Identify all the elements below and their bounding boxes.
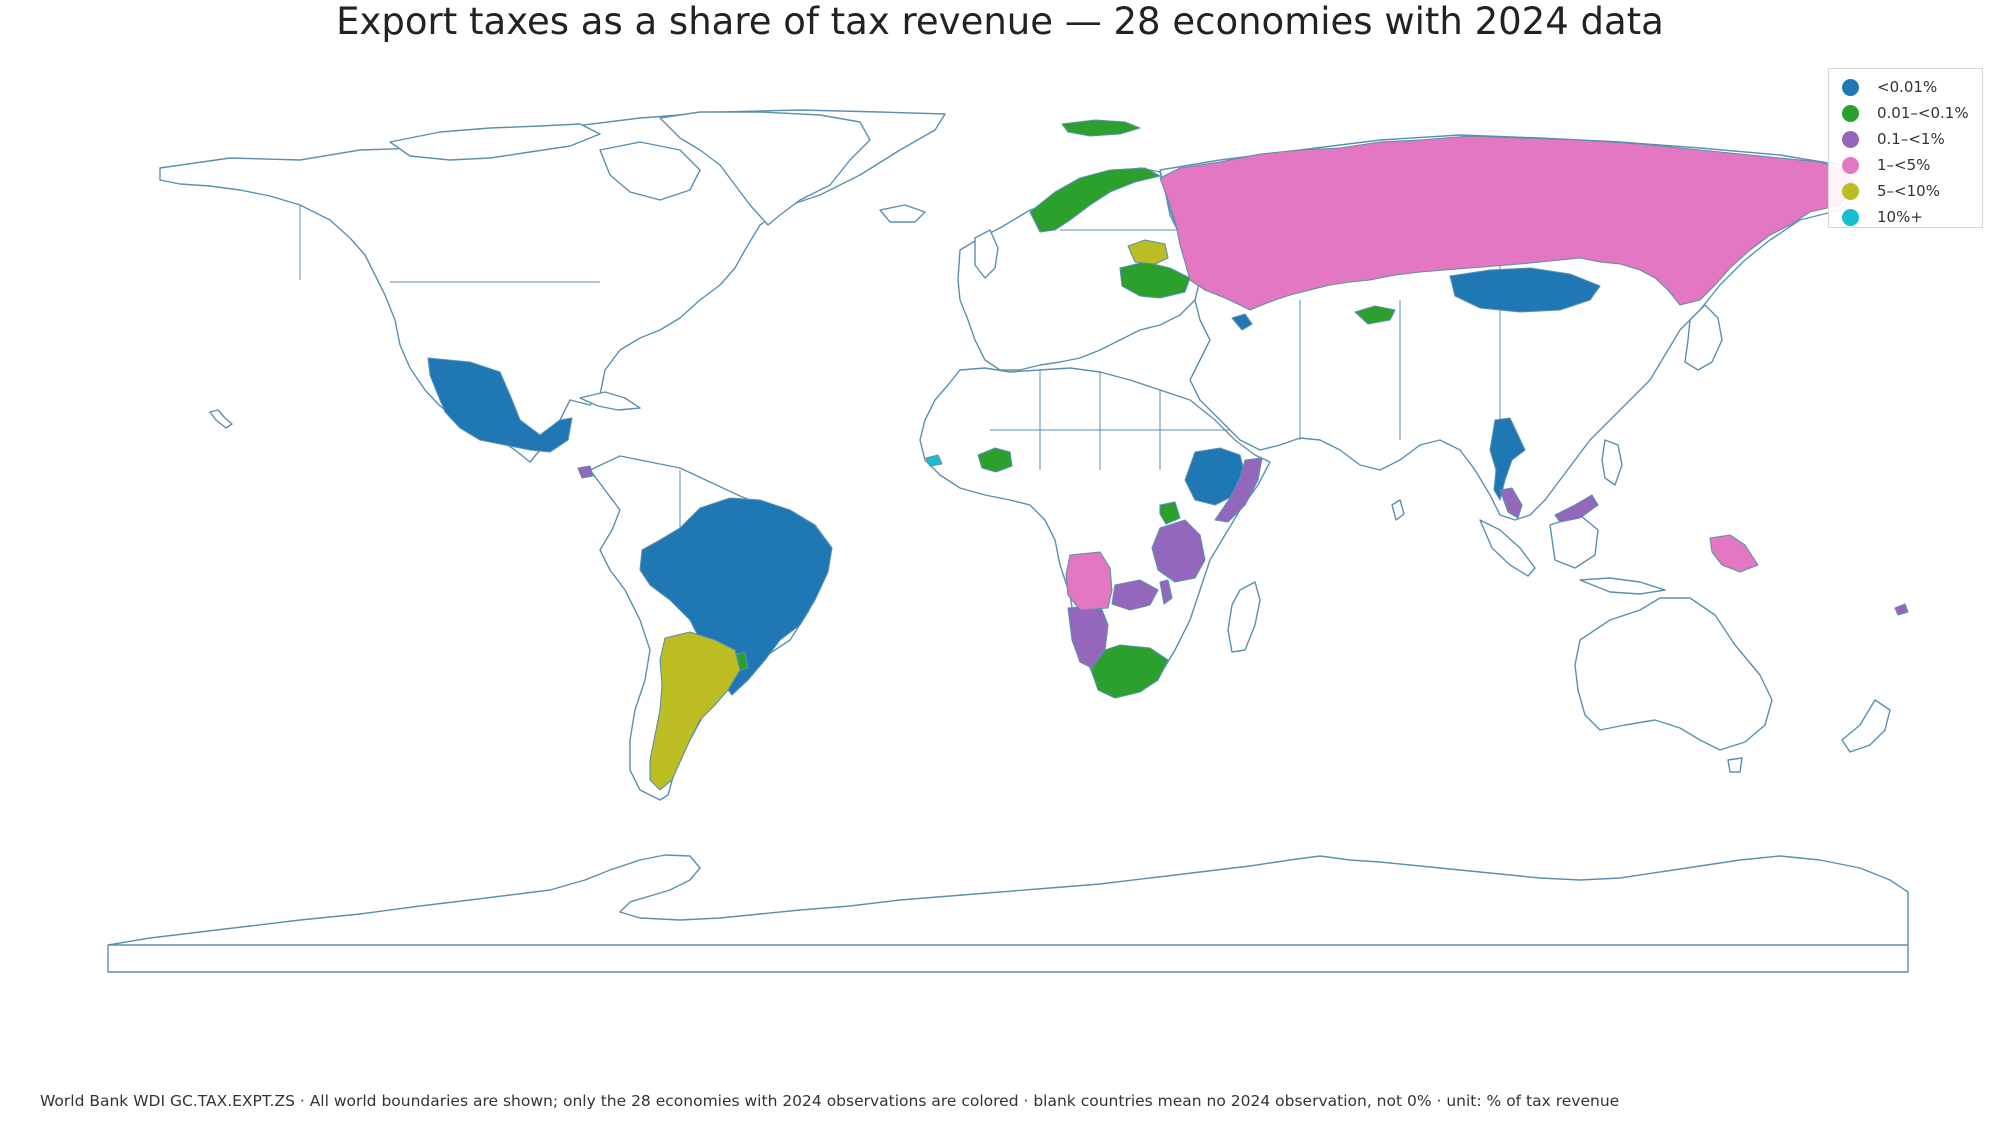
argentina-region: [649, 631, 741, 791]
philippines-outline: [1601, 439, 1623, 486]
nicaragua-region: [577, 465, 594, 479]
legend-swatch: [1842, 78, 1859, 96]
south-africa-region: [1089, 644, 1169, 699]
legend-swatch: [1842, 182, 1859, 200]
legend-label: <0.01%: [1877, 78, 1938, 96]
zambia-region: [1111, 579, 1159, 611]
legend-swatch: [1842, 104, 1859, 122]
legend-label: 10%+: [1877, 208, 1923, 226]
legend-item: 5–<10%: [1837, 178, 1974, 204]
brazil-region: [639, 497, 833, 696]
cuba-outline: [579, 391, 641, 411]
hawaii-outline: [209, 409, 233, 429]
senegal-region: [925, 454, 943, 467]
malaysia-region: [1499, 487, 1599, 523]
legend: <0.01% 0.01–<0.1% 0.1–<1% 1–<5% 5–<10% 1…: [1828, 68, 1983, 228]
tasmania-outline: [1727, 757, 1743, 773]
legend-label: 1–<5%: [1877, 156, 1931, 174]
legend-label: 0.01–<0.1%: [1877, 104, 1969, 122]
legend-item: 0.1–<1%: [1837, 126, 1974, 152]
burkina-faso-region: [977, 447, 1013, 473]
tanzania-region: [1151, 519, 1206, 583]
greenland-outline: [659, 111, 871, 226]
angola-region: [1065, 551, 1113, 611]
thailand-region: [1489, 417, 1526, 501]
japan-outline: [1684, 304, 1723, 371]
iceland-outline: [879, 204, 926, 223]
legend-swatch: [1842, 208, 1859, 226]
antarctica-outline: [107, 854, 1909, 946]
legend-item: 10%+: [1837, 204, 1974, 230]
legend-label: 0.1–<1%: [1877, 130, 1945, 148]
map-title: Export taxes as a share of tax revenue —…: [336, 0, 1664, 43]
arctic-islands-outline: [389, 123, 601, 161]
legend-swatch: [1842, 130, 1859, 148]
source-footnote: World Bank WDI GC.TAX.EXPT.ZS · All worl…: [40, 1092, 1620, 1110]
sumatra-outline: [1479, 519, 1536, 577]
svalbard-region: [1061, 119, 1141, 137]
rwanda-region: [1159, 501, 1181, 525]
georgia-region: [1231, 313, 1253, 331]
legend-swatch: [1842, 156, 1859, 174]
fiji-region: [1894, 603, 1909, 616]
russia-region: [1159, 135, 1856, 311]
legend-item: 0.01–<0.1%: [1837, 100, 1974, 126]
somalia-region: [1214, 457, 1263, 523]
malawi-region: [1159, 579, 1173, 605]
mongolia-region: [1449, 267, 1601, 313]
uk-outline: [974, 229, 999, 279]
indonesia-east-outline: [1579, 577, 1666, 595]
mexico-region: [427, 357, 573, 453]
legend-label: 5–<10%: [1877, 182, 1940, 200]
borneo-outline: [1549, 514, 1599, 569]
kyrgyzstan-region: [1354, 305, 1396, 325]
norway-region: [1029, 167, 1161, 233]
papua-new-guinea-region: [1709, 534, 1759, 573]
belarus-region: [1127, 239, 1169, 265]
sri-lanka-outline: [1391, 499, 1405, 521]
legend-item: <0.01%: [1837, 74, 1974, 100]
baffin-island-outline: [599, 141, 701, 201]
legend-item: 1–<5%: [1837, 152, 1974, 178]
new-zealand-outline: [1841, 699, 1891, 753]
australia-outline: [1574, 597, 1773, 751]
madagascar-outline: [1227, 581, 1261, 653]
map-frame: [107, 945, 1909, 973]
